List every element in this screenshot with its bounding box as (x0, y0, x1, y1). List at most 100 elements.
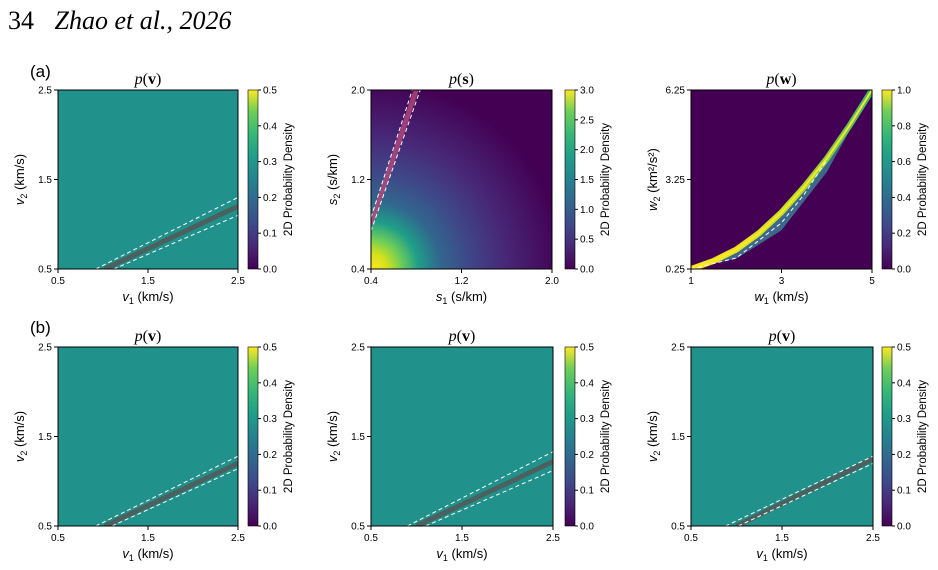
colorbar (881, 89, 893, 270)
colorbar (247, 346, 259, 527)
x-tick-label: 0.5 (51, 533, 65, 544)
x-tick-label: 2.5 (231, 276, 245, 287)
upper-bound-line (725, 455, 873, 526)
page-header: 34 Zhao et al., 2026 (8, 6, 231, 36)
x-axis-label: w1 (km/s) (754, 289, 808, 306)
subplot-title: p(v) (134, 71, 162, 88)
subplot-4: p(v) 0.5 1.5 2.5 0.5 1.5 2.5 v1 (km/s) v2 (km/s)… (12, 328, 295, 563)
heatmap-field (58, 90, 238, 269)
colorbar-tick-label: 0.4 (897, 378, 911, 389)
colorbar (564, 346, 576, 527)
colorbar-tick-label: 0.4 (263, 378, 277, 389)
colorbar (881, 346, 893, 527)
colorbar-tick-label: 0.0 (897, 522, 911, 533)
y-tick-label: 2.5 (671, 343, 685, 354)
subplot-5: p(v) 0.5 1.5 2.5 0.5 1.5 2.5 v1 (km/s) v2 (km/s)… (325, 328, 612, 563)
x-tick-label: 0.4 (364, 276, 378, 287)
colorbar-tick-label: 3.0 (580, 86, 594, 97)
y-tick-label: 1.5 (351, 432, 365, 443)
colorbar-label: 2D Probability Density (600, 380, 612, 493)
colorbar-label: 2D Probability Density (600, 123, 612, 236)
colorbar-tick-label: 0.0 (897, 265, 911, 276)
colorbar-tick-label: 0.2 (580, 450, 594, 461)
y-tick-label: 1.5 (38, 432, 52, 443)
row-label-b: (b) (30, 318, 51, 337)
colorbar-tick-label: 0.4 (897, 193, 911, 204)
colorbar-tick-label: 1.0 (897, 86, 911, 97)
colorbar-tick-label: 0.4 (580, 378, 594, 389)
x-tick-label: 0.5 (364, 533, 378, 544)
y-axis-label: v2 (km/s) (12, 154, 29, 205)
colorbar-tick-label: 0.3 (263, 157, 277, 168)
colorbar-tick-label: 0.4 (263, 121, 277, 132)
colorbar-tick-label: 0.8 (897, 121, 911, 132)
heatmap-field (58, 347, 238, 526)
colorbar-tick-label: 0.2 (897, 229, 911, 240)
x-tick-label: 2.5 (546, 533, 560, 544)
colorbar-label: 2D Probability Density (917, 123, 929, 236)
citation: Zhao et al., 2026 (54, 6, 232, 35)
y-tick-label: 1.5 (671, 432, 685, 443)
ridge-band (415, 459, 553, 526)
x-tick-label: 5 (869, 276, 875, 287)
x-tick-label: 1.5 (455, 533, 469, 544)
colorbar-tick-label: 0.6 (897, 157, 911, 168)
y-tick-label: 0.5 (671, 522, 685, 533)
colorbar-tick-label: 0.0 (263, 265, 277, 276)
plot-content (95, 455, 238, 526)
y-tick-label: 3.25 (666, 175, 686, 186)
colorbar-tick-label: 0.0 (263, 522, 277, 533)
x-tick-label: 1.5 (141, 276, 155, 287)
ridge-band (371, 90, 419, 226)
ridge-band (103, 204, 238, 269)
lower-bound-line (371, 90, 421, 232)
subplot-1: p(v) 0.5 1.5 2.5 0.5 1.5 2.5 v1 (km/s) v2 (km/s)… (12, 71, 295, 306)
x-tick-label: 1.5 (141, 533, 155, 544)
colorbar (564, 89, 576, 270)
x-tick-label: 1.5 (775, 533, 789, 544)
y-tick-label: 0.4 (351, 265, 365, 276)
y-tick-label: 0.5 (351, 522, 365, 533)
ridge-band (735, 456, 873, 526)
colorbar-tick-label: 0.5 (897, 343, 911, 354)
colorbar-label: 2D Probability Density (917, 380, 929, 493)
row-label-a: (a) (30, 62, 51, 81)
y-tick-label: 0.5 (38, 522, 52, 533)
colorbar-tick-label: 0.2 (897, 450, 911, 461)
x-tick-label: 2.5 (231, 533, 245, 544)
colorbar-tick-label: 0.2 (263, 450, 277, 461)
y-axis-label: v2 (km/s) (12, 411, 29, 462)
colorbar-tick-label: 0.1 (580, 486, 594, 497)
x-tick-label: 2.0 (545, 276, 559, 287)
colorbar-label: 2D Probability Density (283, 123, 295, 236)
y-tick-label: 2.5 (38, 86, 52, 97)
y-tick-label: 2.5 (38, 343, 52, 354)
subplot-3: p(w) 1 3 5 0.25 3.25 6.25 w1 (km/s) w2 (km²/s²) 0… (645, 71, 929, 306)
plot-content (95, 196, 238, 269)
colorbar-tick-label: 0.3 (263, 414, 277, 425)
colorbar-tick-label: 0.1 (263, 486, 277, 497)
heatmap-field (691, 90, 872, 269)
colorbar-tick-label: 0.5 (263, 343, 277, 354)
subplot-title: p(w) (765, 71, 796, 88)
y-axis-label: v2 (km/s) (325, 411, 342, 462)
colorbar-tick-label: 0.0 (580, 522, 594, 533)
y-tick-label: 1.2 (351, 175, 365, 186)
x-axis-label: v1 (km/s) (122, 289, 173, 306)
y-axis-label: v2 (km/s) (645, 411, 662, 462)
subplot-title: p(v) (448, 328, 476, 345)
colorbar-tick-label: 2.5 (580, 115, 594, 126)
colorbar-tick-label: 0.5 (263, 86, 277, 97)
y-tick-label: 1.5 (38, 175, 52, 186)
x-tick-label: 1.2 (455, 276, 469, 287)
x-tick-label: 0.5 (684, 533, 698, 544)
upper-bound-line (95, 455, 238, 526)
colorbar-label: 2D Probability Density (283, 380, 295, 493)
colorbar-tick-label: 0.5 (580, 235, 594, 246)
upper-bound-line (95, 196, 238, 269)
colorbar-tick-label: 0.1 (897, 486, 911, 497)
colorbar (247, 89, 259, 270)
x-axis-label: v1 (km/s) (756, 546, 807, 563)
y-axis-label: s2 (s/km) (325, 154, 342, 205)
